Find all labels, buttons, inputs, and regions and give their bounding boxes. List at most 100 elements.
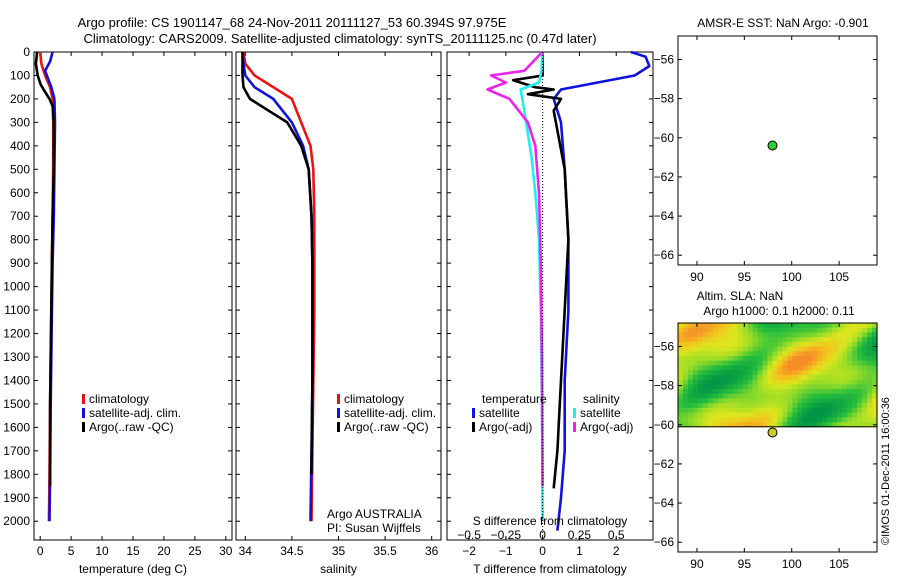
temperature-legend-label: satellite-adj. clim. — [89, 406, 181, 420]
sla-heatmap-cell — [717, 384, 724, 390]
sla-heatmap-cell — [687, 417, 694, 423]
difference-xtick-label: 1 — [576, 544, 583, 558]
sla-heatmap-cell — [787, 422, 794, 428]
sla-heatmap-cell — [777, 403, 784, 409]
sla-heatmap-cell — [717, 398, 724, 404]
sla-heatmap-cell — [817, 327, 823, 334]
sla-heatmap-cell — [837, 332, 843, 338]
sla-heatmap-cell — [737, 346, 744, 352]
sla-heatmap-cell — [852, 360, 858, 367]
sla-heatmap-cell — [737, 337, 744, 343]
sla-heatmap-cell — [817, 351, 823, 357]
sla-heatmap-cell — [767, 412, 774, 418]
sla-heatmap-cell — [777, 384, 784, 390]
sla-heatmap-cell — [802, 407, 808, 414]
sla-heatmap-cell — [782, 412, 789, 418]
sla-heatmap-cell — [682, 389, 689, 395]
sla-heatmap-cell — [777, 374, 784, 381]
sla-heatmap-cell — [712, 393, 719, 400]
sla-heatmap-cell — [792, 379, 798, 385]
sla-heatmap-cell — [837, 417, 843, 423]
sla-heatmap-cell — [857, 412, 863, 418]
sla-heatmap-cell — [867, 412, 873, 418]
sst_map-xtick-label: 90 — [690, 270, 704, 284]
sla-heatmap-cell — [802, 351, 808, 357]
sla-heatmap-cell — [827, 332, 833, 338]
sla-heatmap-cell — [862, 412, 868, 418]
sla-heatmap-cell — [807, 412, 813, 418]
sla-heatmap-cell — [757, 422, 764, 428]
sla-heatmap-cell — [762, 379, 769, 385]
sla-heatmap-cell — [702, 407, 709, 414]
sla-heatmap-cell — [792, 327, 798, 334]
sla-heatmap-cell — [762, 341, 769, 348]
sla-heatmap-cell — [797, 337, 803, 343]
sla-heatmap-cell — [842, 323, 848, 329]
sla-heatmap-cell — [867, 403, 873, 409]
sla-heatmap-cell — [737, 379, 744, 385]
imos-watermark: ©IMOS 01-Dec-2011 16:00:36 — [880, 397, 892, 545]
sla-heatmap-cell — [812, 398, 818, 404]
sla-heatmap-cell — [812, 407, 818, 414]
sst_map-background — [678, 36, 877, 265]
sla-heatmap-cell — [797, 356, 803, 362]
temperature-xtick-label: 15 — [126, 544, 140, 558]
sla-heatmap-cell — [807, 403, 813, 409]
sla-heatmap-cell — [787, 332, 794, 338]
sla-heatmap-cell — [847, 393, 853, 400]
sla-heatmap-cell — [742, 379, 749, 385]
sla-heatmap-cell — [737, 327, 744, 334]
sla-heatmap-cell — [707, 393, 714, 400]
sla-heatmap-cell — [832, 346, 838, 352]
sla-heatmap-cell — [767, 417, 774, 423]
sla-heatmap-cell — [712, 341, 719, 348]
sla-heatmap-cell — [732, 379, 739, 385]
sla-heatmap-cell — [712, 365, 719, 371]
sla-heatmap-cell — [782, 360, 789, 367]
sla-heatmap-cell — [722, 327, 729, 334]
sla-heatmap-cell — [687, 332, 694, 338]
sla-heatmap-cell — [817, 337, 823, 343]
sla-heatmap-cell — [857, 398, 863, 404]
sla-heatmap-cell — [722, 384, 729, 390]
sla-heatmap-cell — [727, 360, 734, 367]
sla-heatmap-cell — [772, 332, 779, 338]
sla-heatmap-cell — [802, 365, 808, 371]
sla_map-xtick-label: 95 — [738, 557, 752, 571]
sla-heatmap-cell — [842, 356, 848, 362]
sla-heatmap-cell — [692, 356, 699, 362]
sla-heatmap-cell — [797, 346, 803, 352]
sla-heatmap-cell — [767, 365, 774, 371]
sla-heatmap-cell — [862, 356, 868, 362]
sla-heatmap-cell — [692, 351, 699, 357]
sla-heatmap-cell — [707, 341, 714, 348]
sla-heatmap-cell — [742, 370, 749, 376]
sla-heatmap-cell — [712, 403, 719, 409]
sla-heatmap-cell — [817, 356, 823, 362]
sla-heatmap-cell — [837, 323, 843, 329]
sla-heatmap-cell — [757, 337, 764, 343]
sla-heatmap-cell — [737, 323, 744, 329]
sla-heatmap-cell — [817, 341, 823, 348]
sla-heatmap-cell — [757, 323, 764, 329]
sla-heatmap-cell — [837, 379, 843, 385]
sla-heatmap-cell — [682, 422, 689, 428]
depth-tick-label: 600 — [10, 186, 30, 200]
sla-heatmap-cell — [737, 356, 744, 362]
sla-heatmap-cell — [732, 412, 739, 418]
sla-heatmap-cell — [842, 398, 848, 404]
sla-heatmap-cell — [732, 337, 739, 343]
sla-heatmap-cell — [707, 412, 714, 418]
sla-heatmap-cell — [862, 360, 868, 367]
difference-series-t-argo — [511, 52, 570, 489]
sla-heatmap-cell — [782, 393, 789, 400]
sla-heatmap-cell — [682, 356, 689, 362]
sla-heatmap-cell — [857, 374, 863, 381]
sla-heatmap-cell — [772, 422, 779, 428]
sla-heatmap-cell — [747, 412, 754, 418]
sla-heatmap-cell — [732, 393, 739, 400]
sla-heatmap-cell — [762, 323, 769, 329]
sla-heatmap-cell — [757, 417, 764, 423]
sla-heatmap-cell — [772, 412, 779, 418]
sla-heatmap-cell — [807, 370, 813, 376]
